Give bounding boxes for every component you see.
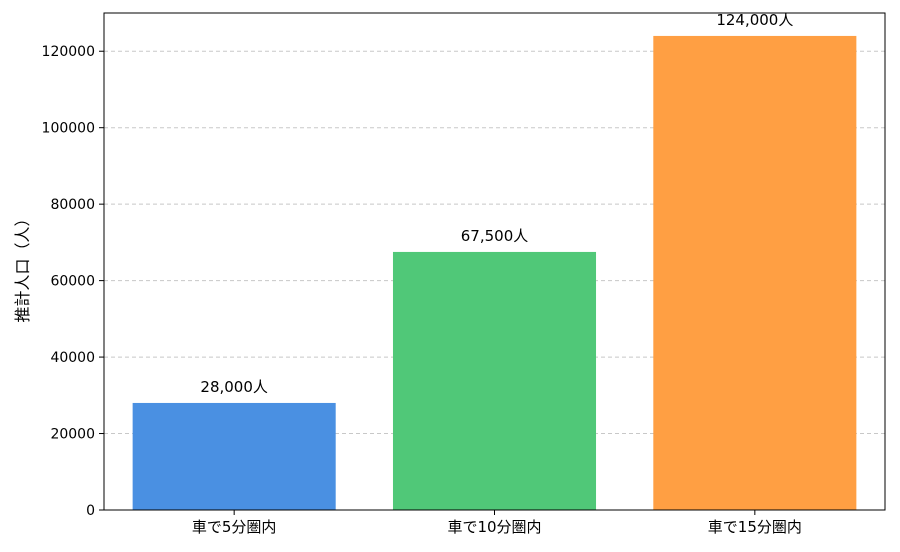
data-label: 67,500人: [461, 227, 529, 245]
y-tick-label: 20000: [50, 427, 95, 443]
bar: [653, 35, 857, 510]
y-tick-label: 40000: [50, 350, 95, 366]
bar: [392, 251, 597, 510]
y-axis-ticks: 0 20000 40000 60000 80000 100000 120000: [42, 44, 104, 519]
y-tick-label: 80000: [50, 197, 95, 213]
data-label: 28,000人: [200, 378, 268, 396]
data-labels: 28,000人 67,500人 124,000人: [200, 11, 793, 396]
x-tick-label: 車で10分圏内: [447, 518, 541, 536]
y-axis-title: 推計人口（人）: [13, 210, 32, 322]
y-tick-label: 100000: [42, 121, 95, 137]
bars: [132, 35, 857, 510]
x-tick-label: 車で15分圏内: [708, 518, 802, 536]
y-tick-label: 120000: [42, 44, 95, 60]
bar: [132, 402, 336, 510]
y-tick-label: 0: [86, 503, 95, 519]
y-tick-label: 60000: [50, 274, 95, 290]
data-label: 124,000人: [716, 11, 793, 29]
x-tick-label: 車で5分圏内: [192, 518, 277, 536]
x-axis-ticks: 車で5分圏内 車で10分圏内 車で15分圏内: [192, 510, 802, 536]
